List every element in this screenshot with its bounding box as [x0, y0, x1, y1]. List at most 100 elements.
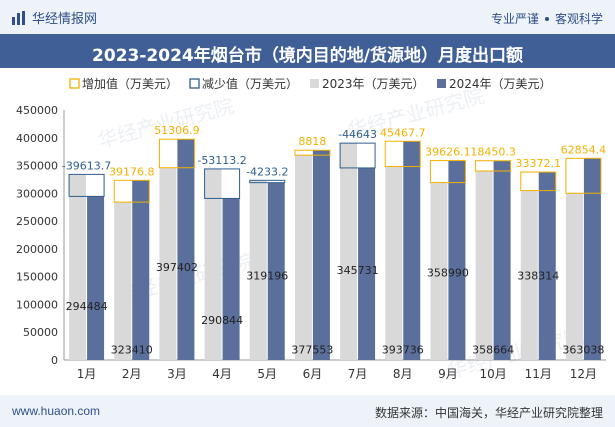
data-source: 数据来源：中国海关，华经产业研究院整理 — [374, 406, 603, 420]
chart-title: 2023-2024年烟台市（境内目的地/货源地）月度出口额 — [92, 46, 523, 66]
footer-bar: www.huaon.com 数据来源：中国海关，华经产业研究院整理 — [0, 395, 615, 427]
legend-swatch-3 — [437, 79, 446, 88]
change-box-10 — [475, 160, 512, 172]
change-box-8 — [384, 140, 421, 168]
title-bar: 2023-2024年烟台市（境内目的地/货源地）月度出口额 — [0, 34, 615, 68]
legend-swatch-2 — [310, 79, 319, 88]
value-label-2024-8: 393736 — [382, 343, 424, 356]
bar-2023-9 — [430, 182, 448, 360]
change-box-6 — [294, 149, 331, 156]
x-tick-label-12: 12月 — [570, 367, 597, 381]
x-tick-label-2: 2月 — [122, 367, 142, 381]
bar-2024-11 — [538, 172, 556, 360]
x-tick-label-1: 1月 — [77, 367, 97, 381]
value-label-2024-1: 294484 — [66, 300, 108, 313]
legend-swatch-0 — [69, 78, 80, 89]
tag-objective: 客观科学 — [554, 12, 603, 26]
legend-label-2: 2023年（万美元） — [322, 77, 425, 91]
bar-2024-1 — [87, 196, 105, 360]
bar-2023-2 — [114, 202, 132, 360]
value-label-2024-12: 363038 — [562, 343, 604, 356]
change-label-7: -44643 — [338, 128, 377, 141]
brand: 华经情报网 — [12, 8, 97, 27]
y-tick-label-6: 300000 — [16, 187, 58, 200]
bar-logo-icon — [12, 10, 25, 25]
x-tick-label-8: 8月 — [393, 367, 413, 381]
y-tick-label-1: 50000 — [23, 326, 58, 339]
bar-2024-4 — [222, 198, 240, 360]
y-tick-label-3: 150000 — [16, 271, 58, 284]
value-label-2024-7: 345731 — [337, 264, 379, 277]
bar-2023-8 — [385, 166, 403, 360]
y-tick-label-7: 350000 — [16, 160, 58, 173]
change-label-12: 62854.4 — [561, 143, 607, 156]
bar-2024-3 — [177, 139, 195, 360]
legend-label-0: 增加值（万美元） — [82, 76, 178, 91]
bar-2024-6 — [312, 150, 330, 360]
change-box-1 — [68, 173, 105, 197]
y-tick-label-2: 100000 — [16, 298, 58, 311]
x-tick-label-5: 5月 — [257, 367, 277, 381]
bar-2024-9 — [448, 160, 466, 360]
bar-2023-1 — [69, 174, 87, 360]
y-tick-label-4: 200000 — [16, 243, 58, 256]
bar-2023-3 — [159, 167, 177, 360]
x-tick-label-6: 6月 — [303, 367, 323, 381]
value-label-2024-6: 377553 — [291, 343, 333, 356]
x-tick-label-3: 3月 — [167, 367, 187, 381]
bar-2023-6 — [294, 155, 312, 360]
change-label-2: 39176.8 — [109, 165, 155, 178]
change-box-5 — [249, 179, 286, 184]
value-label-2024-5: 319196 — [246, 269, 288, 282]
change-label-9: 39626.1 — [425, 146, 471, 159]
value-label-2024-10: 358664 — [472, 343, 514, 356]
tag-professional: 专业严谨 — [490, 12, 539, 26]
bar-2024-10 — [493, 160, 511, 360]
change-box-7 — [339, 142, 376, 169]
y-tick-label-8: 400000 — [16, 132, 58, 145]
x-tick-label-11: 11月 — [525, 367, 552, 381]
legend-label-3: 2024年（万美元） — [449, 77, 552, 91]
chart-area: 增加值（万美元） 减少值（万美元） 2023年（万美元） 2024年（万美元） 华经产业… — [16, 76, 607, 383]
change-label-5: -4233.2 — [246, 165, 288, 178]
change-box-2 — [113, 179, 150, 203]
separator-dot-icon — [544, 16, 549, 21]
legend-swatch-1 — [189, 78, 200, 89]
bar-2024-12 — [583, 158, 601, 360]
y-tick-label-9: 450000 — [16, 104, 58, 117]
header-tags: 专业严谨 客观科学 — [491, 10, 603, 27]
value-label-2024-11: 338314 — [517, 269, 559, 282]
bar-2023-5 — [249, 180, 267, 360]
x-tick-label-10: 10月 — [479, 367, 506, 381]
value-label-2024-9: 358990 — [427, 267, 469, 280]
bar-2024-8 — [403, 141, 421, 360]
change-label-6: 8818 — [298, 135, 326, 148]
change-label-8: 45467.7 — [380, 126, 426, 139]
value-label-2024-3: 397402 — [156, 261, 198, 274]
website-link[interactable]: www.huaon.com — [12, 404, 101, 418]
value-label-2024-4: 290844 — [201, 314, 243, 327]
bar-2023-10 — [475, 170, 493, 360]
top-bar: 华经情报网 专业严谨 客观科学 — [0, 0, 615, 34]
value-label-2024-2: 323410 — [111, 343, 153, 356]
bar-2023-7 — [340, 143, 358, 360]
change-box-4 — [204, 168, 241, 199]
change-label-4: -53113.2 — [197, 154, 246, 167]
bar-2024-7 — [358, 167, 376, 360]
bar-2023-11 — [520, 190, 538, 360]
change-box-3 — [158, 138, 195, 169]
y-tick-label-5: 250000 — [16, 215, 58, 228]
x-tick-label-4: 4月 — [212, 367, 232, 381]
x-tick-label-7: 7月 — [348, 367, 368, 381]
change-box-11 — [520, 171, 557, 192]
change-label-3: 51306.9 — [154, 124, 200, 137]
y-tick-label-0: 0 — [51, 354, 58, 367]
change-label-11: 33372.1 — [516, 157, 562, 170]
change-label-10: 18450.3 — [470, 146, 516, 159]
x-tick-label-9: 9月 — [438, 367, 458, 381]
brand-name: 华经情报网 — [32, 12, 98, 27]
bar-2023-4 — [204, 168, 222, 360]
watermark-1: 华经产业研究院 — [95, 93, 236, 152]
change-box-9 — [429, 160, 466, 184]
